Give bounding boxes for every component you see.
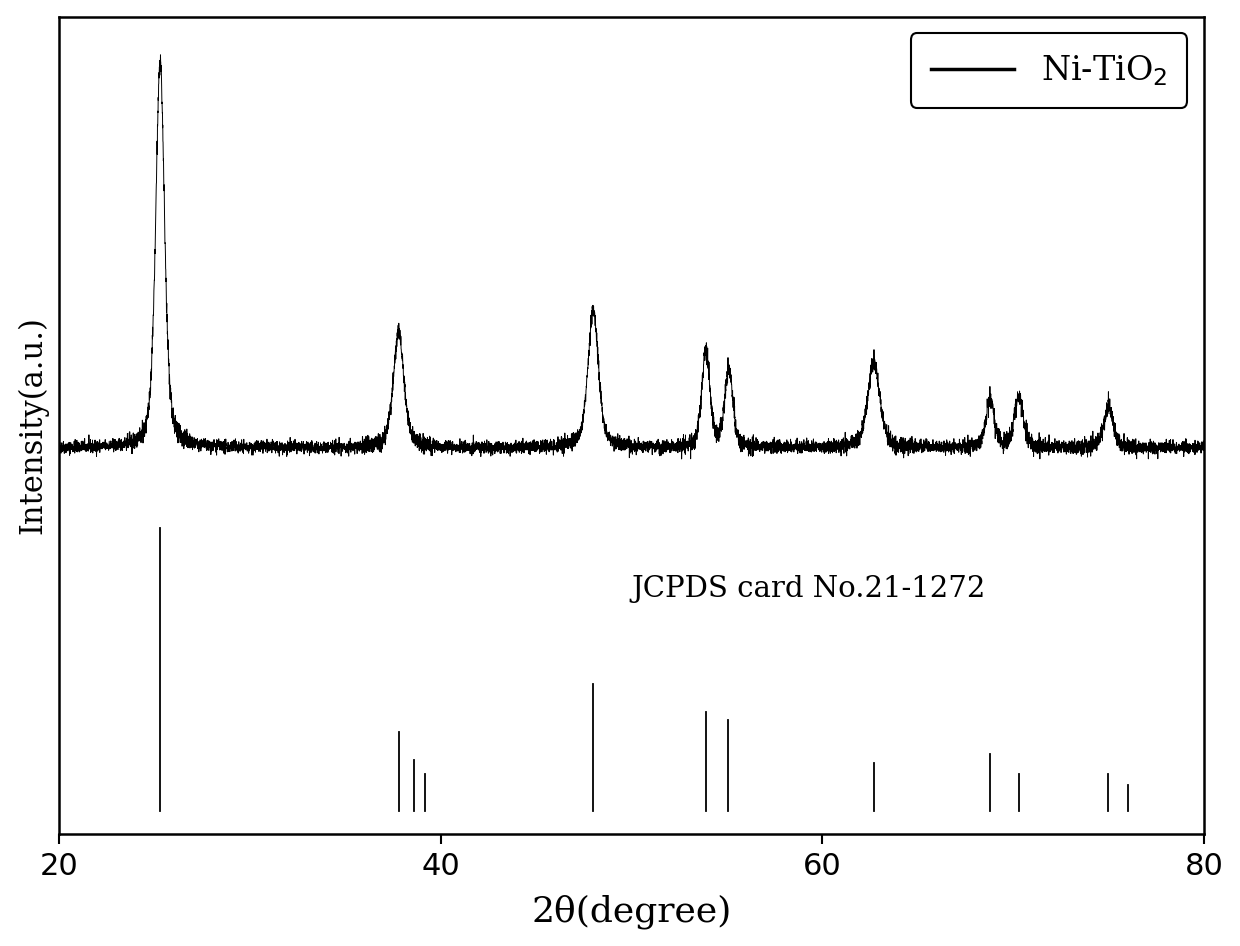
Text: JCPDS card No.21-1272: JCPDS card No.21-1272 (631, 574, 986, 603)
Legend: Ni-TiO$_2$: Ni-TiO$_2$ (911, 33, 1187, 108)
X-axis label: 2θ(degree): 2θ(degree) (531, 895, 732, 929)
Y-axis label: Intensity(a.u.): Intensity(a.u.) (16, 316, 48, 534)
